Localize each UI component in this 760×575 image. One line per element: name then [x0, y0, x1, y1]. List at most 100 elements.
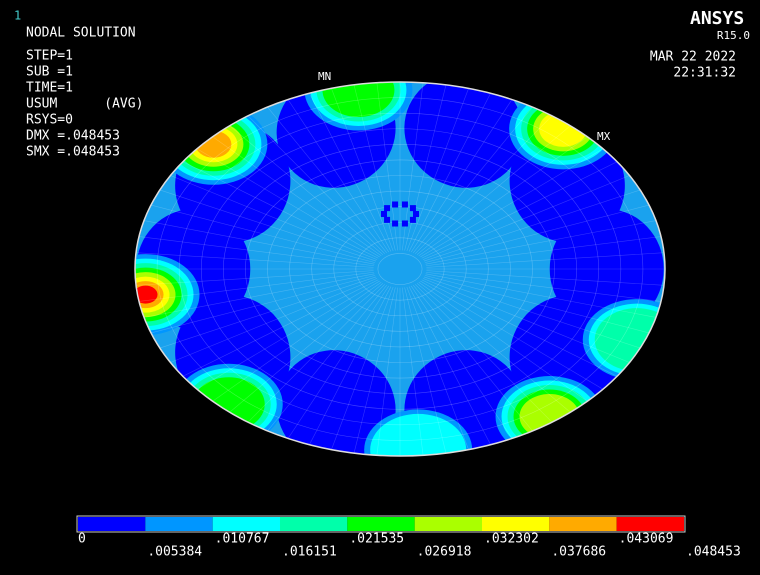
mesh-spoke: [416, 125, 571, 255]
legend-swatch: [212, 517, 280, 531]
mesh-spoke: [287, 285, 390, 439]
mesh-ring: [223, 144, 577, 394]
mesh-spoke: [135, 270, 374, 286]
mesh-spoke: [422, 175, 630, 260]
mesh-ring: [289, 190, 511, 348]
center-spot: [392, 201, 399, 208]
info-line: USUM (AVG): [26, 97, 143, 112]
mesh-spoke: [376, 287, 398, 456]
mesh-spoke: [425, 220, 657, 265]
mesh-spoke: [404, 84, 447, 251]
mesh-spoke: [406, 286, 469, 450]
mesh-spoke: [331, 88, 394, 252]
mesh-spoke: [408, 286, 491, 445]
mesh-spoke: [138, 271, 374, 302]
legend-label: .021535: [349, 532, 404, 547]
mesh-spoke: [402, 287, 424, 456]
mesh-ring: [267, 175, 533, 363]
mesh-ring: [355, 237, 445, 301]
mesh-spoke: [410, 99, 513, 253]
mesh-spoke: [423, 189, 641, 262]
mesh-spoke: [196, 280, 380, 390]
low-region: [276, 350, 396, 456]
info-line: STEP=1: [26, 49, 73, 64]
window-number: 1: [14, 9, 21, 23]
legend-label: .043069: [619, 532, 674, 547]
mesh-spoke: [170, 278, 378, 363]
mesh-spoke: [426, 270, 665, 286]
legend-label: .005384: [147, 545, 202, 560]
center-spot: [409, 216, 416, 223]
mesh-spoke: [421, 279, 618, 377]
mesh-spoke: [353, 84, 396, 251]
mesh-spoke: [229, 125, 384, 255]
mesh-spoke: [309, 286, 392, 445]
mesh-spoke: [414, 284, 553, 423]
mesh-spoke: [143, 273, 375, 318]
mesh-spoke: [212, 281, 382, 402]
legend-label: .032302: [484, 532, 539, 547]
mesh-spoke: [143, 220, 375, 265]
mesh-spoke: [287, 99, 390, 253]
mesh-spoke: [159, 276, 377, 349]
high-region: [370, 413, 467, 456]
center-spot: [392, 220, 399, 227]
center-spot: [413, 211, 419, 217]
mesh-spoke: [309, 93, 392, 252]
center-spot: [381, 211, 387, 217]
mesh-spoke: [331, 286, 394, 450]
mesh-spoke: [138, 236, 374, 267]
mesh-spoke: [247, 115, 386, 254]
mesh-ring: [245, 159, 555, 379]
center-spot: [401, 220, 408, 227]
legend-label: .037686: [551, 545, 606, 560]
brand-version: R15.0: [717, 29, 750, 42]
mesh-spoke: [426, 236, 662, 267]
mesh-spoke: [135, 252, 374, 268]
mesh-spoke: [422, 278, 630, 363]
info-line: SUB =1: [26, 65, 73, 80]
legend-swatch: [616, 517, 684, 531]
mesh-spoke: [420, 280, 604, 390]
center-spot: [384, 205, 391, 212]
legend-label: .016151: [282, 545, 337, 560]
legend-swatch: [482, 517, 550, 531]
brand-name: ANSYS: [690, 8, 744, 29]
mesh-spoke: [414, 115, 553, 254]
center-spot: [384, 216, 391, 223]
mesh-spoke: [267, 285, 387, 432]
mesh-spoke: [413, 285, 533, 432]
high-region: [135, 285, 158, 304]
mesh-spoke: [229, 283, 384, 413]
mesh-spoke: [425, 273, 657, 318]
mesh-spoke: [420, 148, 604, 258]
legend-label: 0: [78, 532, 86, 547]
mesh-spoke: [418, 281, 588, 402]
min-marker: MN: [318, 70, 331, 83]
disk-outline: [134, 81, 666, 457]
mesh-spoke: [267, 106, 387, 253]
mesh-ring: [178, 112, 622, 426]
legend-swatch: [78, 517, 146, 531]
high-region: [322, 82, 395, 117]
info-line: TIME=1: [26, 81, 73, 96]
mesh-spoke: [196, 148, 380, 258]
center-spot: [401, 201, 408, 208]
legend-label: .026918: [417, 545, 472, 560]
mesh-ring: [311, 206, 489, 332]
legend-swatch: [549, 517, 617, 531]
mesh-ring: [200, 128, 600, 410]
mesh-spoke: [404, 287, 447, 454]
mesh-spoke: [170, 175, 378, 260]
mesh-spoke: [424, 275, 650, 334]
mesh-ring: [377, 253, 423, 285]
mesh-ring: [156, 97, 644, 441]
info-line: DMX =.048453: [26, 129, 120, 144]
mesh-spoke: [182, 161, 379, 259]
mesh-spoke: [421, 161, 618, 259]
mesh-spoke: [426, 252, 665, 268]
mesh-spoke: [423, 276, 641, 349]
mesh-spoke: [408, 93, 491, 252]
mesh-spoke: [406, 88, 469, 252]
